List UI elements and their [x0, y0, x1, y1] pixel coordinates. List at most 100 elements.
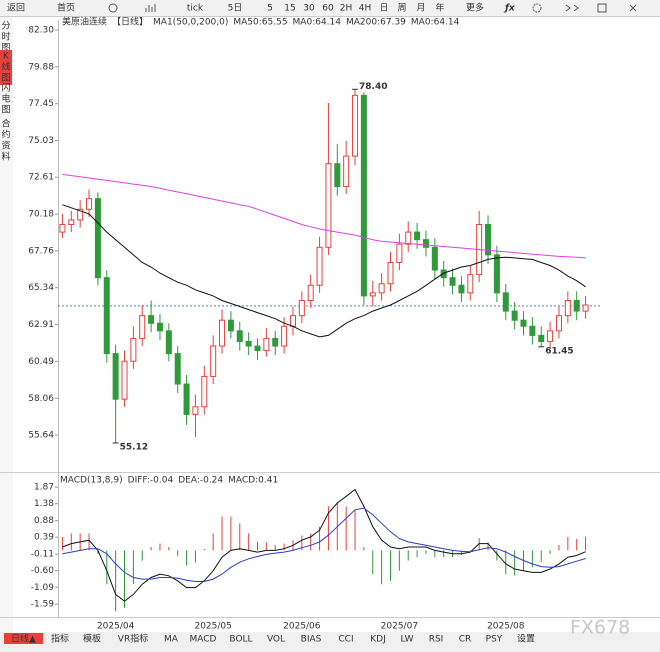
- sidebar-tab[interactable]: 闪: [1, 83, 10, 94]
- tab[interactable]: KDJ: [370, 635, 386, 645]
- sidebar-tab-char[interactable]: 约: [1, 129, 10, 141]
- candle-body: [369, 292, 376, 297]
- toolbar-button[interactable]: 返回: [7, 2, 25, 14]
- chart-icon[interactable]: [145, 4, 156, 12]
- candle-body: [520, 319, 527, 327]
- candle-body: [555, 315, 562, 332]
- candle-body: [360, 94, 367, 297]
- window-icon[interactable]: [597, 3, 607, 13]
- candle-body: [440, 269, 447, 279]
- toolbar-button[interactable]: 更多: [466, 2, 484, 14]
- tab[interactable]: RSI: [429, 635, 444, 645]
- legend-entry: MACD(13,8,9): [60, 476, 123, 486]
- tab[interactable]: BIAS: [301, 635, 322, 645]
- toolbar-button[interactable]: 年: [435, 2, 444, 14]
- sidebar-tab[interactable]: 合: [1, 118, 10, 130]
- legend-entry: 【日线】: [112, 16, 148, 28]
- toolbar-button[interactable]: 5: [267, 4, 273, 14]
- candle-body: [485, 223, 492, 256]
- legend-entry: MA1(50,0,200,0): [153, 18, 228, 28]
- sidebar-tab-char[interactable]: 时: [1, 31, 10, 43]
- sidebar-tab-char[interactable]: 图: [1, 105, 10, 116]
- candle-body: [86, 198, 93, 210]
- candle-body: [538, 334, 545, 342]
- toolbar-button[interactable]: 4H: [359, 4, 372, 14]
- x-tick-label: 2025/08: [487, 622, 525, 632]
- annotation-label: 61.45: [545, 346, 573, 356]
- tab[interactable]: 指标: [51, 633, 69, 645]
- tab[interactable]: BOLL: [229, 635, 252, 645]
- sidebar-bg: [0, 17, 13, 632]
- candle-body: [387, 261, 394, 285]
- candle-body: [156, 322, 163, 332]
- candle-body: [281, 325, 288, 347]
- tab[interactable]: CR: [459, 635, 472, 645]
- x-tick-label: 2025/05: [194, 622, 231, 632]
- settings-icon[interactable]: [532, 3, 542, 13]
- candle-body: [210, 345, 217, 377]
- toolbar-bg: [0, 0, 660, 16]
- candle-body: [254, 345, 261, 352]
- tab[interactable]: VOL: [267, 635, 285, 645]
- toolbar-button[interactable]: 日: [379, 3, 388, 14]
- legend-entry: MA0:64.14: [293, 18, 342, 28]
- sidebar-tab-char[interactable]: 线: [1, 61, 10, 73]
- candle-body: [236, 330, 243, 342]
- close-icon[interactable]: [629, 4, 637, 12]
- candle-body: [130, 337, 137, 362]
- y-tick-label: 1.38: [34, 499, 54, 509]
- tab[interactable]: 设置: [517, 634, 535, 645]
- y-tick-label: 72.61: [28, 173, 54, 183]
- sidebar-tab-char[interactable]: 料: [1, 151, 10, 163]
- toolbar-button[interactable]: 2H: [340, 4, 353, 14]
- toolbar-button[interactable]: tick: [187, 4, 204, 14]
- sidebar-tab-char[interactable]: 图: [1, 43, 10, 54]
- candle-body: [564, 299, 571, 317]
- sidebar-tab-char[interactable]: 电: [1, 93, 10, 105]
- candle-body: [405, 231, 412, 245]
- candle-body: [582, 304, 589, 312]
- tab[interactable]: 模板: [83, 633, 101, 645]
- y-tick-label: 70.18: [28, 210, 54, 220]
- toolbar-button[interactable]: 周: [397, 3, 406, 14]
- candle-body: [272, 337, 279, 347]
- candle-body: [449, 277, 456, 286]
- fx-icon[interactable]: ƒx: [503, 4, 516, 14]
- legend-entry: MA0:64.14: [411, 18, 460, 28]
- candle-body: [245, 340, 252, 347]
- legend-entry: DEA:-0.24: [178, 476, 223, 486]
- toolbar-button[interactable]: 30: [303, 4, 315, 14]
- candle-body: [298, 299, 305, 317]
- tab[interactable]: VR指标: [118, 633, 148, 645]
- annotation-label: 55.12: [120, 442, 148, 452]
- toolbar-button[interactable]: 15: [284, 4, 295, 14]
- candle-body: [192, 406, 199, 415]
- candle-body: [183, 383, 190, 415]
- tab[interactable]: MA: [164, 635, 179, 645]
- legend-entry: MA50:65.55: [233, 18, 287, 28]
- tab[interactable]: PSY: [486, 635, 503, 645]
- candle-body: [325, 163, 332, 248]
- refresh-icon[interactable]: [108, 3, 118, 13]
- sidebar-tab[interactable]: 分: [1, 21, 10, 32]
- candle-body: [422, 239, 429, 248]
- candle-body: [165, 330, 172, 355]
- sidebar-tab-char[interactable]: 资: [1, 141, 10, 152]
- indicator-line: [62, 173, 586, 259]
- expand-icon[interactable]: [565, 4, 579, 12]
- tab[interactable]: CCI: [338, 635, 353, 645]
- y-tick-label: 65.34: [28, 283, 54, 293]
- toolbar-button[interactable]: 60: [322, 4, 334, 14]
- candle-body: [316, 246, 323, 286]
- toolbar-button[interactable]: 首页: [57, 2, 75, 14]
- y-tick-label: 79.88: [28, 62, 54, 72]
- toolbar-button[interactable]: 月: [416, 3, 425, 14]
- tab[interactable]: 日线▲: [11, 633, 36, 645]
- toolbar-button[interactable]: 5日: [228, 3, 243, 14]
- tab[interactable]: MACD: [190, 635, 217, 645]
- sidebar-tab[interactable]: K: [3, 52, 10, 62]
- tab[interactable]: LW: [400, 635, 413, 645]
- x-tick-label: 2025/06: [283, 622, 321, 632]
- sidebar-tab-char[interactable]: 图: [1, 73, 10, 84]
- tab-bar-bg: [0, 632, 660, 652]
